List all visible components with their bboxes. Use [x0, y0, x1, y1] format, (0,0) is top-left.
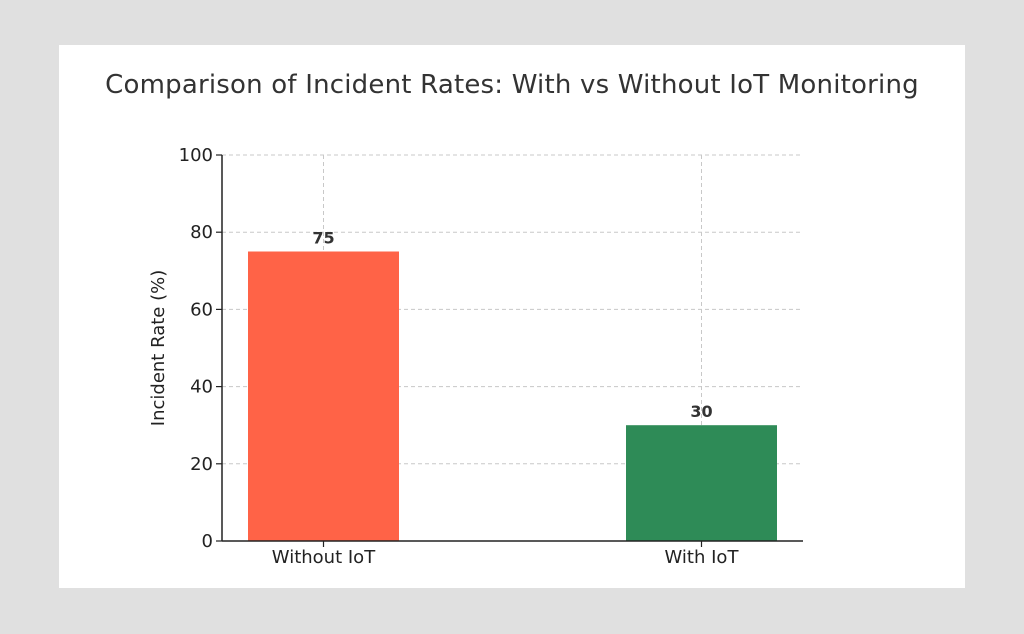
y-tick-label: 100: [179, 145, 213, 166]
bar: [248, 251, 399, 541]
data-labels: 75 30: [312, 229, 712, 422]
y-tick-label: 0: [202, 531, 213, 552]
axes: [221, 155, 803, 542]
x-tick-label: With IoT: [665, 547, 740, 568]
bar-value-label: 30: [690, 402, 712, 421]
x-ticks: Without IoT With IoT: [272, 541, 740, 568]
bars: [248, 251, 777, 541]
x-tick-label: Without IoT: [272, 547, 376, 568]
y-axis-label: Incident Rate (%): [148, 270, 169, 426]
chart-card: [59, 45, 965, 588]
y-tick-label: 60: [190, 299, 213, 320]
bar-value-label: 75: [312, 229, 334, 248]
chart-title: Comparison of Incident Rates: With vs Wi…: [105, 70, 919, 100]
y-tick-label: 20: [190, 454, 213, 475]
y-tick-label: 80: [190, 222, 213, 243]
y-tick-label: 40: [190, 377, 213, 398]
bar: [626, 425, 777, 541]
y-ticks: 0 20 40 60 80 100: [179, 145, 222, 552]
